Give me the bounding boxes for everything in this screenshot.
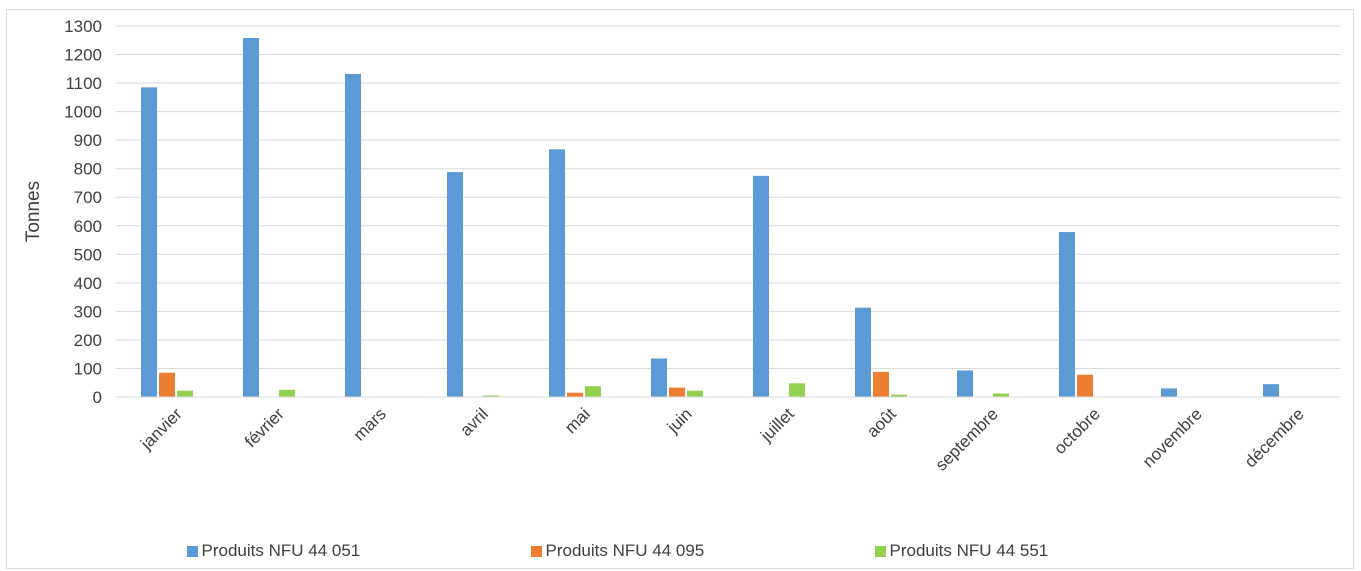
- legend-swatch-series-2: [530, 545, 542, 557]
- bar-series-3-août[interactable]: [891, 394, 907, 397]
- x-tick-label: juin: [663, 404, 696, 437]
- y-axis-title: Tonnes: [23, 181, 44, 242]
- x-tick-label: novembre: [1139, 404, 1206, 471]
- x-tick-label: juillet: [756, 404, 798, 446]
- legend: Produits NFU 44 051 Produits NFU 44 095 …: [0, 538, 1361, 564]
- bar-series-1-septembre[interactable]: [957, 370, 973, 397]
- bar-series-1-mars[interactable]: [345, 73, 361, 398]
- bar-series-1-décembre[interactable]: [1263, 384, 1279, 397]
- x-tick-label: août: [863, 404, 900, 441]
- x-tick-label: octobre: [1050, 404, 1104, 458]
- legend-label-series-1: Produits NFU 44 051: [201, 541, 361, 560]
- bar-series-3-avril[interactable]: [483, 395, 499, 397]
- x-tick-label: janvier: [136, 404, 186, 454]
- x-tick-label: décembre: [1241, 404, 1308, 471]
- gridlines: [116, 25, 1340, 369]
- legend-swatch-series-3: [874, 545, 886, 557]
- bar-series-1-janvier[interactable]: [141, 87, 157, 397]
- bar-series-3-février[interactable]: [279, 389, 295, 397]
- y-tick-label: 300: [74, 302, 102, 321]
- bar-series-3-septembre[interactable]: [993, 393, 1009, 397]
- y-tick-label: 100: [74, 359, 102, 378]
- x-tick-label: mars: [350, 404, 390, 444]
- legend-label-series-3: Produits NFU 44 551: [889, 541, 1049, 560]
- bar-series-1-novembre[interactable]: [1161, 388, 1177, 397]
- y-tick-label: 600: [74, 217, 102, 236]
- y-tick-label: 0: [93, 388, 102, 407]
- bar-series-3-juin[interactable]: [687, 390, 703, 397]
- x-tick-label: avril: [456, 404, 491, 439]
- bar-series-2-mai[interactable]: [567, 392, 583, 397]
- y-tick-label: 1000: [64, 103, 102, 122]
- y-tick-label: 200: [74, 331, 102, 350]
- x-axis-ticks: janvier février mars avril mai juin juillet aoû…: [136, 404, 1308, 474]
- bars: [141, 37, 1279, 398]
- y-tick-label: 700: [74, 188, 102, 207]
- bar-series-2-octobre[interactable]: [1077, 374, 1093, 397]
- chart-frame: [6, 9, 1354, 569]
- legend-item-series-1[interactable]: Produits NFU 44 051: [186, 538, 487, 564]
- bar-series-3-mai[interactable]: [585, 386, 601, 397]
- bar-series-3-juillet[interactable]: [789, 383, 805, 397]
- bar-series-1-mai[interactable]: [549, 149, 565, 397]
- x-tick-label: septembre: [932, 404, 1002, 474]
- bar-series-2-juin[interactable]: [669, 387, 685, 397]
- legend-swatch-series-1: [186, 545, 198, 557]
- y-tick-label: 1300: [64, 17, 102, 36]
- bar-series-3-janvier[interactable]: [177, 390, 193, 397]
- y-tick-label: 800: [74, 160, 102, 179]
- bar-series-1-juillet[interactable]: [753, 175, 769, 397]
- bar-series-1-octobre[interactable]: [1059, 232, 1075, 397]
- legend-item-series-3[interactable]: Produits NFU 44 551: [874, 538, 1175, 564]
- y-axis-ticks: 0 100 200 300 400 500 600 700 800 900 1000 1100 1200…: [64, 17, 102, 407]
- y-tick-label: 900: [74, 131, 102, 150]
- bar-series-2-janvier[interactable]: [159, 372, 175, 397]
- y-tick-label: 500: [74, 245, 102, 264]
- bar-series-2-août[interactable]: [873, 371, 889, 397]
- x-tick-label: février: [241, 404, 288, 451]
- bar-series-1-août[interactable]: [855, 307, 871, 397]
- bar-series-1-avril[interactable]: [447, 172, 463, 397]
- legend-item-series-2[interactable]: Produits NFU 44 095: [530, 538, 831, 564]
- y-tick-label: 400: [74, 274, 102, 293]
- y-tick-label: 1100: [65, 74, 102, 93]
- bar-series-1-février[interactable]: [243, 37, 259, 398]
- y-tick-label: 1200: [64, 46, 102, 65]
- x-tick-label: mai: [561, 404, 594, 437]
- legend-label-series-2: Produits NFU 44 095: [545, 541, 705, 560]
- bar-series-1-juin[interactable]: [651, 358, 667, 397]
